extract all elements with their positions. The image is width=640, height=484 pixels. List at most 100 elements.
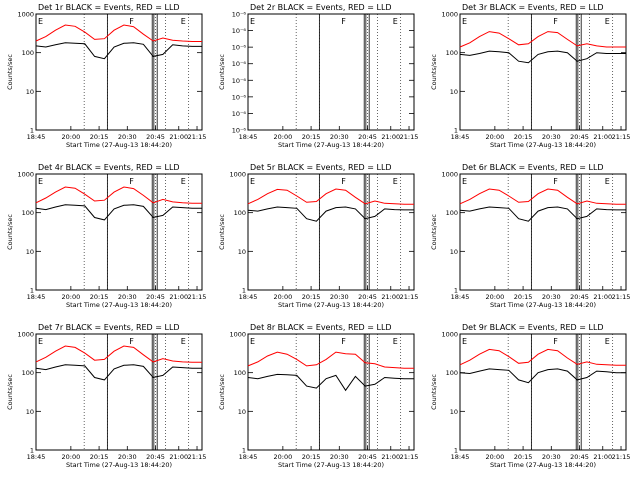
x-tick-label: 20:30	[330, 453, 349, 461]
panel-title: Det 8r BLACK = Events, RED = LLD	[250, 323, 392, 332]
y-tick-label: 1000	[17, 171, 34, 179]
x-axis-label: Start Time (27-Aug-13 18:44:20)	[278, 461, 384, 469]
y-tick-label: 1000	[17, 331, 34, 339]
y-tick-label: 100	[446, 209, 458, 217]
y-tick-label: 100	[446, 49, 458, 57]
flag-label: F	[129, 17, 134, 26]
y-axis-label: Counts/sec	[218, 374, 226, 410]
x-tick-label: 21:00	[169, 453, 188, 461]
x-tick-label: 20:00	[273, 453, 292, 461]
x-axis-label: Start Time (27-Aug-13 18:44:20)	[490, 301, 596, 309]
y-tick-label: 10⁻⁶	[232, 44, 247, 52]
series-lld-line	[35, 24, 202, 42]
x-tick-label: 20:15	[302, 293, 321, 301]
x-tick-label: 18:45	[239, 293, 258, 301]
flag-label: F	[341, 177, 346, 186]
flag-label: E	[250, 17, 255, 26]
x-tick-label: 18:45	[239, 453, 258, 461]
flag-label: E	[605, 17, 610, 26]
x-tick-label: 20:30	[118, 293, 137, 301]
y-tick-label: 10	[26, 248, 34, 256]
plot-frame	[459, 333, 627, 451]
panel-title: Det 5r BLACK = Events, RED = LLD	[250, 163, 392, 172]
x-tick-label: 20:15	[90, 133, 109, 141]
y-tick-label: 100	[22, 209, 34, 217]
flag-label: E	[250, 177, 255, 186]
y-tick-label: 1000	[441, 11, 458, 19]
y-tick-label: 10⁻⁶	[232, 60, 247, 68]
x-tick-label: 20:45	[570, 293, 589, 301]
x-tick-label: 18:45	[27, 453, 46, 461]
x-tick-label: 18:45	[451, 293, 470, 301]
y-tick-label: 1	[242, 287, 246, 295]
x-axis-label: Start Time (27-Aug-13 18:44:20)	[278, 141, 384, 149]
x-tick-label: 20:45	[146, 293, 165, 301]
x-axis-label: Start Time (27-Aug-13 18:44:20)	[490, 141, 596, 149]
x-axis-label: Start Time (27-Aug-13 18:44:20)	[278, 301, 384, 309]
series-events-line	[459, 206, 626, 222]
series-lld-line	[459, 348, 626, 366]
x-tick-label: 20:30	[330, 133, 349, 141]
x-tick-label: 18:45	[451, 453, 470, 461]
flag-label: E	[38, 337, 43, 346]
flag-label: E	[462, 337, 467, 346]
y-tick-label: 10⁻⁶	[232, 110, 247, 118]
x-tick-label: 20:15	[90, 453, 109, 461]
flag-label: E	[181, 177, 186, 186]
flag-label: E	[393, 17, 398, 26]
y-tick-label: 10⁻⁶	[232, 93, 247, 101]
flag-label: E	[462, 17, 467, 26]
y-tick-label: 1000	[17, 11, 34, 19]
flag-label: E	[393, 177, 398, 186]
x-tick-label: 21:00	[381, 453, 400, 461]
x-tick-label: 20:45	[570, 453, 589, 461]
series-lld-line	[247, 188, 414, 205]
panel-title: Det 3r BLACK = Events, RED = LLD	[462, 3, 604, 12]
x-tick-label: 21:15	[400, 293, 419, 301]
y-tick-label: 1	[30, 447, 34, 455]
flag-label: E	[462, 177, 467, 186]
flag-label: E	[181, 337, 186, 346]
x-tick-label: 21:15	[612, 293, 631, 301]
flag-label: E	[393, 337, 398, 346]
x-tick-label: 20:45	[358, 293, 377, 301]
series-events-line	[459, 368, 626, 384]
y-axis-label: Counts/sec	[430, 54, 438, 90]
x-tick-label: 20:45	[570, 133, 589, 141]
y-tick-label: 10	[450, 248, 458, 256]
y-axis-label: Counts/sec	[6, 214, 14, 250]
y-tick-label: 100	[234, 369, 246, 377]
x-tick-label: 20:30	[330, 293, 349, 301]
x-axis-label: Start Time (27-Aug-13 18:44:20)	[66, 141, 172, 149]
x-tick-label: 18:45	[451, 133, 470, 141]
y-tick-label: 10	[26, 408, 34, 416]
panel-title: Det 7r BLACK = Events, RED = LLD	[38, 323, 180, 332]
x-tick-label: 20:30	[118, 133, 137, 141]
x-tick-label: 20:30	[542, 453, 561, 461]
y-axis-label: Counts/sec	[430, 374, 438, 410]
x-tick-label: 20:30	[118, 453, 137, 461]
y-tick-label: 1	[454, 447, 458, 455]
x-tick-label: 20:15	[302, 453, 321, 461]
panel-title: Det 4r BLACK = Events, RED = LLD	[38, 163, 180, 172]
panel-title: Det 1r BLACK = Events, RED = LLD	[38, 3, 180, 12]
x-tick-label: 20:30	[542, 133, 561, 141]
flag-label: E	[250, 337, 255, 346]
plot-frame	[247, 13, 415, 131]
x-tick-label: 20:00	[61, 133, 80, 141]
flag-label: F	[341, 337, 346, 346]
x-tick-label: 20:15	[302, 133, 321, 141]
x-tick-label: 20:45	[358, 133, 377, 141]
flag-label: F	[553, 337, 558, 346]
x-tick-label: 21:00	[169, 293, 188, 301]
y-tick-label: 10⁻⁶	[232, 27, 247, 35]
flag-label: E	[38, 177, 43, 186]
x-tick-label: 21:00	[169, 133, 188, 141]
x-tick-label: 20:00	[273, 293, 292, 301]
y-tick-label: 10	[238, 248, 246, 256]
y-tick-label: 10⁻⁶	[232, 127, 247, 135]
